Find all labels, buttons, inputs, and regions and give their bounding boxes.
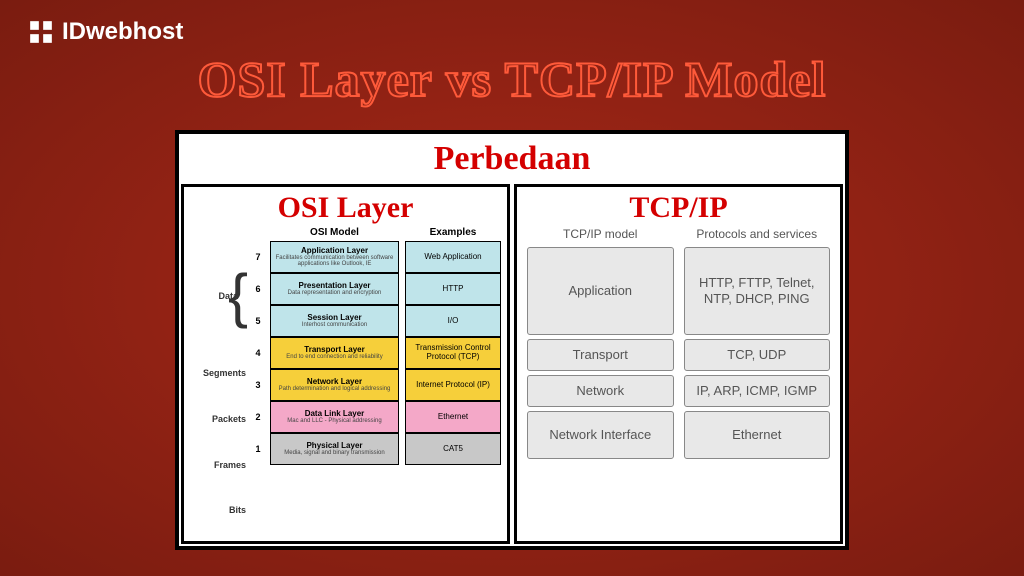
osi-layer-name: Session Layer [273,314,396,322]
tcpip-model-header: TCP/IP model [527,227,674,241]
logo-text: IDwebhost [62,18,183,46]
logo: IDwebhost [28,18,183,46]
osi-layer-sub: Interhost communication [273,322,396,328]
osi-layer: Network LayerPath determination and logi… [270,369,399,401]
osi-layer-numbers: 7654321 [252,227,264,535]
main-title: OSI Layer vs TCP/IP Model [0,50,1024,108]
osi-example-cell: CAT5 [405,433,501,465]
osi-layer-sub: Facilitates communication between softwa… [273,255,396,267]
columns: OSI Layer Data Segments Packets Frames B… [179,182,845,546]
osi-layer-name: Network Layer [273,378,396,386]
osi-example-cell: Transmission Control Protocol (TCP) [405,337,501,369]
osi-examples-stack: Examples Web ApplicationHTTPI/OTransmiss… [405,227,501,535]
osi-layer-number: 7 [252,241,264,273]
osi-layer-number: 5 [252,305,264,337]
osi-model-header: OSI Model [270,227,399,239]
osi-layer-sub: Media, signal and binary transmission [273,450,396,456]
panel-title: Perbedaan [179,134,845,182]
osi-title: OSI Layer [190,191,501,225]
unit-data: Data [190,248,246,344]
osi-example-cell: Ethernet [405,401,501,433]
osi-layer-name: Transport Layer [273,346,396,354]
osi-layer: Transport LayerEnd to end connection and… [270,337,399,369]
osi-layer-number: 6 [252,273,264,305]
osi-examples-header: Examples [405,227,501,239]
osi-column: OSI Layer Data Segments Packets Frames B… [181,184,510,544]
osi-layer-name: Physical Layer [273,442,396,450]
osi-layer-name: Application Layer [273,247,396,255]
osi-example-cell: I/O [405,305,501,337]
logo-icon [28,19,54,45]
osi-layer-name: Data Link Layer [273,410,396,418]
osi-wrap: Data Segments Packets Frames Bits 765432… [190,227,501,535]
tcpip-title: TCP/IP [523,191,834,225]
unit-bits: Bits [190,494,246,526]
page: IDwebhost OSI Layer vs TCP/IP Model Perb… [0,0,1024,576]
tcpip-protocols-col: Protocols and services HTTP, FTTP, Telne… [684,227,831,535]
unit-packets: Packets [190,403,246,435]
osi-layer: Presentation LayerData representation an… [270,273,399,305]
osi-layer: Application LayerFacilitates communicati… [270,241,399,273]
tcpip-protocol-cell: HTTP, FTTP, Telnet, NTP, DHCP, PING [684,247,831,335]
osi-layer-number: 3 [252,369,264,401]
osi-layer: Session LayerInterhost communication [270,305,399,337]
tcpip-model-cell: Network [527,375,674,407]
tcpip-model-cell: Application [527,247,674,335]
osi-example-cell: Internet Protocol (IP) [405,369,501,401]
osi-layer-sub: Data representation and encryption [273,290,396,296]
osi-example-cell: Web Application [405,241,501,273]
tcpip-wrap: TCP/IP model Application Transport Network… [523,227,834,535]
osi-example-cell: HTTP [405,273,501,305]
tcpip-protocol-cell: IP, ARP, ICMP, IGMP [684,375,831,407]
osi-layer-number: 1 [252,433,264,465]
tcpip-model-cell: Transport [527,339,674,371]
tcpip-protocols-header: Protocols and services [684,227,831,241]
unit-frames: Frames [190,449,246,481]
osi-model-stack: OSI Model Application LayerFacilitates c… [270,227,399,535]
osi-units: Data Segments Packets Frames Bits [190,227,246,535]
osi-layer-sub: End to end connection and reliability [273,354,396,360]
tcpip-protocol-cell: Ethernet [684,411,831,459]
tcpip-model-cell: Network Interface [527,411,674,459]
osi-layer-sub: Mac and LLC - Physical addressing [273,418,396,424]
unit-segments: Segments [190,357,246,389]
osi-layer-number: 2 [252,401,264,433]
osi-layer-name: Presentation Layer [273,282,396,290]
tcpip-model-col: TCP/IP model Application Transport Network… [527,227,674,535]
comparison-panel: Perbedaan OSI Layer Data Segments Packet… [175,130,849,550]
tcpip-column: TCP/IP TCP/IP model Application Transport… [514,184,843,544]
tcpip-protocol-cell: TCP, UDP [684,339,831,371]
osi-layer-number: 4 [252,337,264,369]
osi-layer: Physical LayerMedia, signal and binary t… [270,433,399,465]
osi-layer: Data Link LayerMac and LLC - Physical ad… [270,401,399,433]
osi-layer-sub: Path determination and logical addressin… [273,386,396,392]
